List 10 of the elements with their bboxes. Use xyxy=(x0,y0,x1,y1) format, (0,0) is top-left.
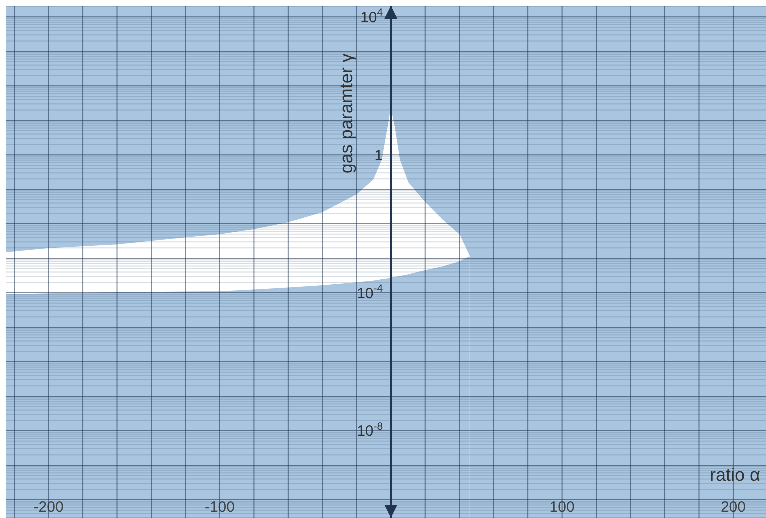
y-axis-title: gas paramter γ xyxy=(336,54,357,174)
y-tick-label: 10$^{-8}$ xyxy=(357,420,384,440)
x-tick-label: -100 xyxy=(204,499,235,516)
x-axis-title: ratio α xyxy=(710,465,760,485)
x-tick-label: 100 xyxy=(550,499,575,516)
y-tick-label: 10$^{-4}$ xyxy=(357,282,384,302)
x-tick-label: -200 xyxy=(34,499,64,516)
y-tick-label: 1 xyxy=(374,147,384,164)
y-tick-label: 10$^{4}$ xyxy=(360,7,384,26)
x-tick-label: 200 xyxy=(720,499,746,516)
